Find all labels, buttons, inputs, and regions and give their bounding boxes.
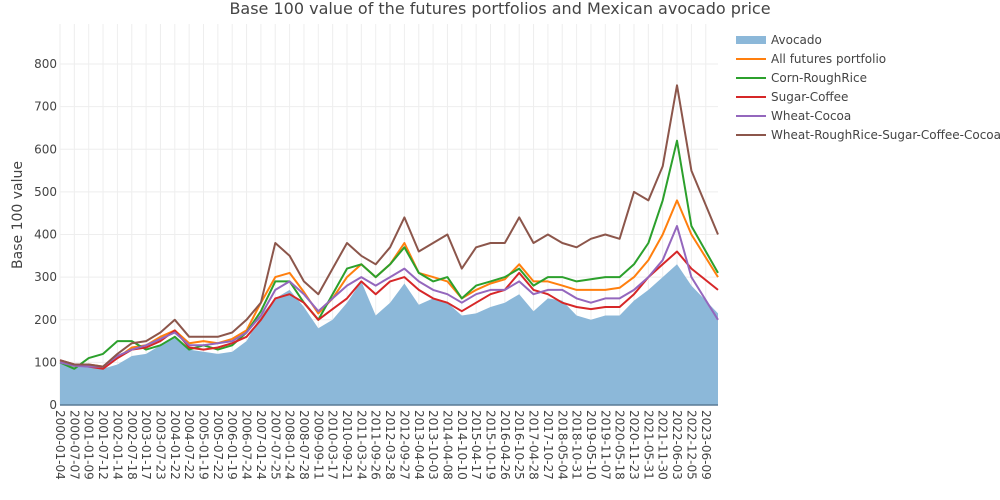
chart-title: Base 100 value of the futures portfolios…	[229, 0, 770, 18]
x-tick-label: 2003-07-23	[153, 410, 167, 480]
x-tick-label: 2016-04-26	[498, 410, 512, 480]
x-tick-label: 2004-01-22	[168, 410, 182, 480]
x-tick-label: 2020-05-18	[613, 410, 627, 480]
x-tick-label: 2008-01-24	[283, 410, 297, 480]
series-line-corn-roughrice	[59, 139, 719, 370]
legend-item[interactable]: Sugar-Coffee	[736, 90, 848, 104]
x-tick-label: 2007-01-24	[254, 410, 268, 480]
x-tick-label: 2006-01-19	[225, 410, 239, 480]
x-tick-label: 2008-07-28	[297, 410, 311, 480]
legend-item[interactable]: Wheat-Cocoa	[736, 109, 851, 123]
y-tick-label: 100	[34, 355, 57, 369]
x-tick-label: 2021-11-30	[656, 410, 670, 480]
legend-swatch	[736, 36, 766, 44]
legend-label: Sugar-Coffee	[771, 90, 848, 104]
x-tick-label: 2001-07-12	[96, 410, 110, 480]
x-tick-label: 2016-10-25	[512, 410, 526, 480]
x-tick-label: 2011-03-24	[354, 410, 368, 480]
x-tick-label: 2002-01-14	[110, 410, 124, 480]
x-tick-label: 2014-04-08	[440, 410, 454, 480]
legend-label: Wheat-Cocoa	[771, 109, 851, 123]
x-tick-label: 2001-01-09	[82, 410, 96, 480]
x-tick-label: 2015-04-17	[469, 410, 483, 480]
legend-item[interactable]: Wheat-RoughRice-Sugar-Coffee-Cocoa	[736, 128, 1000, 142]
y-tick-label: 200	[34, 313, 57, 327]
y-tick-label: 800	[34, 57, 57, 71]
x-tick-label: 2018-10-31	[570, 410, 584, 480]
x-tick-label: 2007-07-25	[268, 410, 282, 480]
series-layer	[59, 84, 719, 405]
legend-item[interactable]: All futures portfolio	[736, 52, 886, 66]
x-tick-label: 2000-01-04	[53, 410, 67, 480]
legend-label: Corn-RoughRice	[771, 71, 867, 85]
legend-label: Avocado	[771, 33, 822, 47]
x-tick-label: 2013-04-04	[412, 410, 426, 480]
legend-item[interactable]: Avocado	[736, 33, 822, 47]
x-tick-label: 2019-05-10	[584, 410, 598, 480]
x-tick-label: 2005-07-22	[211, 410, 225, 480]
x-tick-label: 2022-12-05	[684, 410, 698, 480]
x-tick-label: 2012-09-27	[397, 410, 411, 480]
x-tick-label: 2018-05-04	[555, 410, 569, 480]
x-tick-label: 2012-03-28	[383, 410, 397, 480]
x-tick-label: 2022-06-03	[670, 410, 684, 480]
x-tick-label: 2013-10-03	[426, 410, 440, 480]
y-axis-label: Base 100 value	[10, 161, 26, 269]
x-tick-label: 2015-10-19	[484, 410, 498, 480]
x-tick-label: 2011-09-26	[369, 410, 383, 480]
series-area-avocado	[60, 264, 718, 405]
axes: 2000-01-04 2000-07-07 2001-01-09 2001-07-12…	[34, 57, 718, 480]
y-tick-label: 600	[34, 142, 57, 156]
x-tick-label: 2023-06-09	[699, 410, 713, 480]
x-tick-label: 2017-10-27	[541, 410, 555, 480]
x-tick-label: 2004-07-22	[182, 410, 196, 480]
x-tick-label: 2014-10-10	[455, 410, 469, 480]
y-tick-label: 0	[49, 398, 57, 412]
series-line-wheat-roughrice-sugar-coffee-cocoa	[59, 84, 719, 368]
legend-item[interactable]: Corn-RoughRice	[736, 71, 867, 85]
x-tick-label: 2005-01-19	[197, 410, 211, 480]
x-tick-label: 2000-07-07	[67, 410, 81, 480]
x-tick-label: 2003-01-17	[139, 410, 153, 480]
y-tick-label: 500	[34, 185, 57, 199]
y-tick-label: 400	[34, 228, 57, 242]
x-tick-label: 2002-07-18	[125, 410, 139, 480]
x-tick-label: 2017-04-28	[527, 410, 541, 480]
x-tick-label: 2006-07-24	[240, 410, 254, 480]
legend[interactable]: Avocado All futures portfolio Corn-RoughRi…	[736, 33, 1000, 142]
x-tick-label: 2010-03-17	[326, 410, 340, 480]
legend-label: Wheat-RoughRice-Sugar-Coffee-Cocoa	[771, 128, 1000, 142]
x-tick-label: 2021-05-31	[641, 410, 655, 480]
legend-label: All futures portfolio	[771, 52, 886, 66]
y-tick-label: 700	[34, 100, 57, 114]
y-tick-label: 300	[34, 270, 57, 284]
x-tick-label: 2020-11-23	[627, 410, 641, 480]
series-line-wheat-cocoa	[59, 225, 719, 368]
x-tick-label: 2009-09-11	[311, 410, 325, 480]
x-tick-label: 2019-11-07	[598, 410, 612, 480]
x-tick-label: 2010-09-21	[340, 410, 354, 480]
